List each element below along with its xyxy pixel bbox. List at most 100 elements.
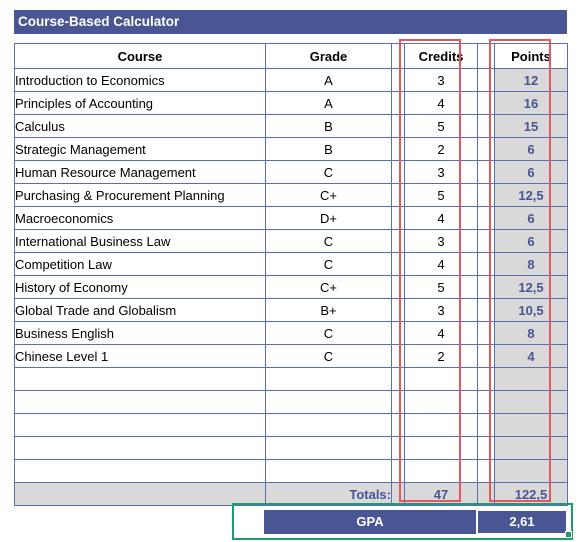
spacer-cell[interactable] — [391, 298, 405, 322]
spacer-cell[interactable] — [391, 459, 405, 483]
course-cell[interactable]: Human Resource Management — [14, 160, 266, 184]
spacer-cell[interactable] — [391, 413, 405, 437]
points-cell[interactable]: 12,5 — [494, 183, 568, 207]
spacer-cell[interactable] — [391, 367, 405, 391]
credits-cell[interactable]: 3 — [404, 229, 478, 253]
grade-cell[interactable]: C+ — [265, 275, 392, 299]
spacer-cell[interactable] — [391, 183, 405, 207]
points-cell[interactable]: 12,5 — [494, 275, 568, 299]
spacer-cell[interactable] — [391, 229, 405, 253]
points-cell[interactable] — [494, 436, 568, 460]
spacer-cell[interactable] — [477, 183, 495, 207]
grade-cell[interactable]: C — [265, 160, 392, 184]
spacer-cell[interactable] — [477, 114, 495, 138]
spacer-cell[interactable] — [391, 68, 405, 92]
totals-blank-cell[interactable] — [14, 482, 266, 506]
course-cell[interactable]: History of Economy — [14, 275, 266, 299]
grade-cell[interactable]: B — [265, 114, 392, 138]
grade-cell[interactable] — [265, 390, 392, 414]
grade-cell[interactable] — [265, 367, 392, 391]
points-cell[interactable]: 6 — [494, 137, 568, 161]
spacer-cell[interactable] — [477, 160, 495, 184]
grade-cell[interactable]: A — [265, 91, 392, 115]
grade-cell[interactable]: C — [265, 344, 392, 368]
points-cell[interactable]: 8 — [494, 321, 568, 345]
credits-cell[interactable]: 5 — [404, 183, 478, 207]
credits-cell[interactable]: 2 — [404, 137, 478, 161]
spacer-cell[interactable] — [391, 43, 405, 69]
points-cell[interactable] — [494, 459, 568, 483]
spacer-cell[interactable] — [477, 68, 495, 92]
spacer-cell[interactable] — [391, 206, 405, 230]
course-cell[interactable]: Global Trade and Globalism — [14, 298, 266, 322]
spacer-cell[interactable] — [477, 459, 495, 483]
gpa-label[interactable]: GPA — [264, 510, 476, 534]
credits-cell[interactable]: 4 — [404, 91, 478, 115]
credits-cell[interactable] — [404, 390, 478, 414]
points-cell[interactable] — [494, 367, 568, 391]
points-cell[interactable] — [494, 390, 568, 414]
course-cell[interactable]: Calculus — [14, 114, 266, 138]
spacer-cell[interactable] — [477, 229, 495, 253]
grade-cell[interactable]: C+ — [265, 183, 392, 207]
points-cell[interactable]: 6 — [494, 229, 568, 253]
spacer-cell[interactable] — [477, 43, 495, 69]
points-cell[interactable]: 15 — [494, 114, 568, 138]
credits-cell[interactable]: 5 — [404, 275, 478, 299]
spacer-cell[interactable] — [477, 390, 495, 414]
totals-label[interactable]: Totals: — [265, 482, 392, 506]
course-cell[interactable]: Strategic Management — [14, 137, 266, 161]
grade-cell[interactable]: D+ — [265, 206, 392, 230]
points-cell[interactable]: 12 — [494, 68, 568, 92]
grade-cell[interactable]: A — [265, 68, 392, 92]
points-cell[interactable]: 6 — [494, 206, 568, 230]
spacer-cell[interactable] — [477, 275, 495, 299]
spacer-cell[interactable] — [391, 275, 405, 299]
points-cell[interactable]: 10,5 — [494, 298, 568, 322]
spacer-cell[interactable] — [477, 252, 495, 276]
credits-cell[interactable]: 5 — [404, 114, 478, 138]
credits-cell[interactable]: 4 — [404, 206, 478, 230]
credits-cell[interactable]: 3 — [404, 160, 478, 184]
course-cell[interactable]: Purchasing & Procurement Planning — [14, 183, 266, 207]
credits-cell[interactable] — [404, 367, 478, 391]
spacer-cell[interactable] — [477, 436, 495, 460]
grade-cell[interactable]: C — [265, 229, 392, 253]
spacer-cell[interactable] — [477, 91, 495, 115]
course-cell[interactable] — [14, 367, 266, 391]
grade-cell[interactable] — [265, 436, 392, 460]
spacer-cell[interactable] — [477, 137, 495, 161]
course-cell[interactable]: International Business Law — [14, 229, 266, 253]
course-cell[interactable]: Principles of Accounting — [14, 91, 266, 115]
points-cell[interactable] — [494, 413, 568, 437]
spacer-cell[interactable] — [391, 137, 405, 161]
spacer-cell[interactable] — [391, 390, 405, 414]
grade-cell[interactable]: B+ — [265, 298, 392, 322]
spacer-cell[interactable] — [477, 321, 495, 345]
course-cell[interactable]: Macroeconomics — [14, 206, 266, 230]
points-cell[interactable]: 4 — [494, 344, 568, 368]
course-cell[interactable]: Competition Law — [14, 252, 266, 276]
credits-cell[interactable]: 4 — [404, 252, 478, 276]
grade-cell[interactable] — [265, 459, 392, 483]
spacer-cell[interactable] — [477, 344, 495, 368]
gpa-value[interactable]: 2,61 — [477, 510, 567, 534]
course-cell[interactable]: Business English — [14, 321, 266, 345]
course-cell[interactable]: Introduction to Economics — [14, 68, 266, 92]
spacer-cell[interactable] — [391, 252, 405, 276]
course-cell[interactable] — [14, 459, 266, 483]
grade-cell[interactable]: C — [265, 252, 392, 276]
course-cell[interactable] — [14, 390, 266, 414]
grade-column-header[interactable]: Grade — [265, 43, 392, 69]
spacer-cell[interactable] — [477, 367, 495, 391]
points-cell[interactable]: 16 — [494, 91, 568, 115]
spacer-cell[interactable] — [391, 91, 405, 115]
points-cell[interactable]: 6 — [494, 160, 568, 184]
spacer-cell[interactable] — [391, 160, 405, 184]
credits-cell[interactable] — [404, 413, 478, 437]
credits-cell[interactable]: 3 — [404, 68, 478, 92]
spacer-cell[interactable] — [391, 436, 405, 460]
credits-column-header[interactable]: Credits — [404, 43, 478, 69]
spacer-cell[interactable] — [477, 413, 495, 437]
points-column-header[interactable]: Points — [494, 43, 568, 69]
